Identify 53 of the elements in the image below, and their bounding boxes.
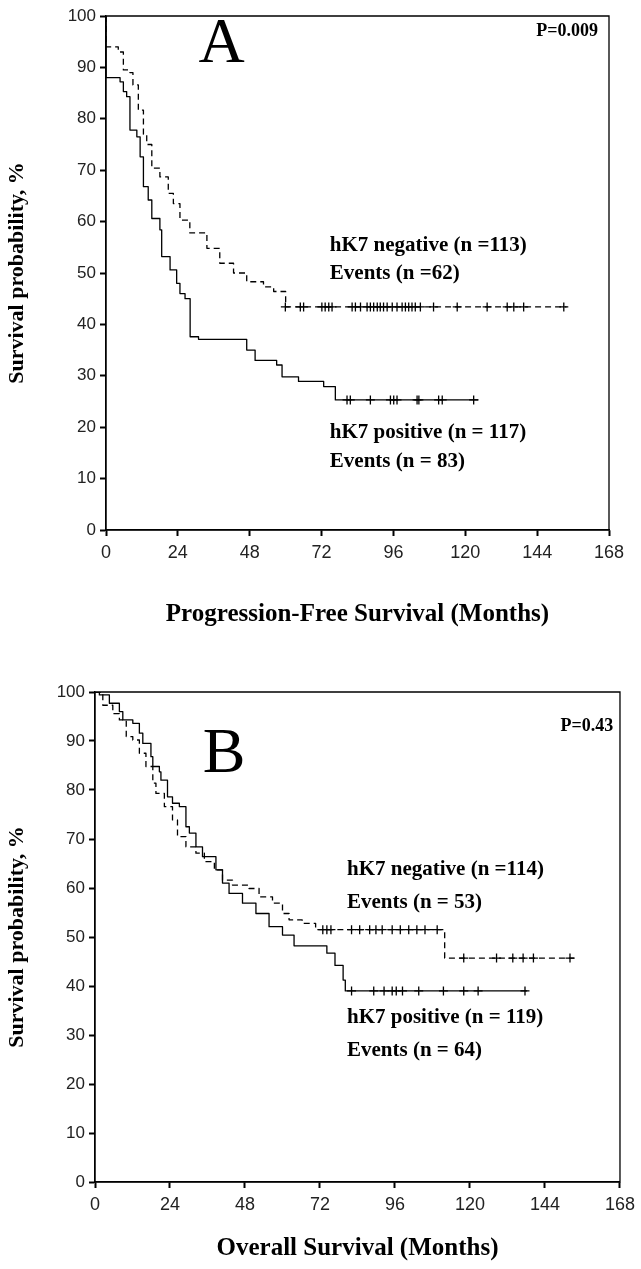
y-tick-label: 100 xyxy=(56,681,85,701)
y-tick-label: 90 xyxy=(66,730,85,750)
y-tick-label: 40 xyxy=(66,975,85,995)
y-tick-label: 40 xyxy=(77,314,96,334)
x-axis-title: Overall Survival (Months) xyxy=(216,1233,499,1262)
x-tick-label: 120 xyxy=(454,1193,486,1214)
y-tick-label: 80 xyxy=(77,108,96,128)
y-tick-label: 70 xyxy=(66,828,85,848)
y-tick-label: 60 xyxy=(77,211,96,231)
x-tick-label: 72 xyxy=(311,541,332,562)
y-tick-label: 30 xyxy=(77,365,96,385)
x-tick-label: 96 xyxy=(383,541,404,562)
x-tick-label: 120 xyxy=(450,541,481,562)
text: hK7 negative (n =114) xyxy=(346,856,544,881)
x-tick-label: 48 xyxy=(239,541,260,562)
y-tick-label: 0 xyxy=(86,519,96,539)
y-tick-label: 20 xyxy=(77,416,96,436)
annotation: Events (n = 64) xyxy=(346,1036,483,1061)
y-tick-label: 90 xyxy=(77,57,96,77)
y-tick-label: 80 xyxy=(66,779,85,799)
y-tick-label: 20 xyxy=(66,1073,85,1093)
y-tick-label: 10 xyxy=(66,1122,85,1142)
x-axis-title: Progression-Free Survival (Months) xyxy=(165,599,550,628)
annotation: P=0.43 xyxy=(560,715,614,736)
x-tick-label: 72 xyxy=(309,1193,331,1214)
y-axis-title: Survival probability, % xyxy=(2,826,28,1048)
y-axis-title: Survival probability, % xyxy=(2,162,28,384)
annotation: P=0.009 xyxy=(536,20,598,41)
annotation: Events (n = 83) xyxy=(329,447,465,472)
y-tick-label: 70 xyxy=(77,159,96,179)
x-tick-label: 48 xyxy=(234,1193,256,1214)
y-tick-label: 10 xyxy=(77,468,96,488)
y-tick-label: 50 xyxy=(77,262,96,282)
y-tick-label: 30 xyxy=(66,1024,85,1044)
y-tick-label: 0 xyxy=(75,1171,85,1191)
annotation: Events (n =62) xyxy=(329,259,460,284)
annotation: B xyxy=(202,715,246,787)
x-tick-label: 144 xyxy=(529,1193,561,1214)
y-tick-label: 60 xyxy=(66,877,85,897)
x-tick-label: 96 xyxy=(384,1193,406,1214)
series-label: hK7 positive (n = 119) xyxy=(346,1004,544,1029)
series-label: hK7 positive (n = 117) xyxy=(329,419,527,444)
x-tick-label: 24 xyxy=(159,1193,181,1214)
x-tick-label: 168 xyxy=(593,541,625,562)
y-tick-label: 50 xyxy=(66,926,85,946)
annotation: A xyxy=(198,4,245,76)
x-tick-label: 0 xyxy=(100,541,112,562)
annotation: Events (n = 53) xyxy=(346,888,483,913)
y-tick-label: 100 xyxy=(67,5,96,25)
text: hK7 negative (n =113) xyxy=(329,231,527,256)
x-tick-label: 144 xyxy=(522,541,553,562)
x-tick-label: 168 xyxy=(604,1193,636,1214)
x-tick-label: 24 xyxy=(167,541,188,562)
